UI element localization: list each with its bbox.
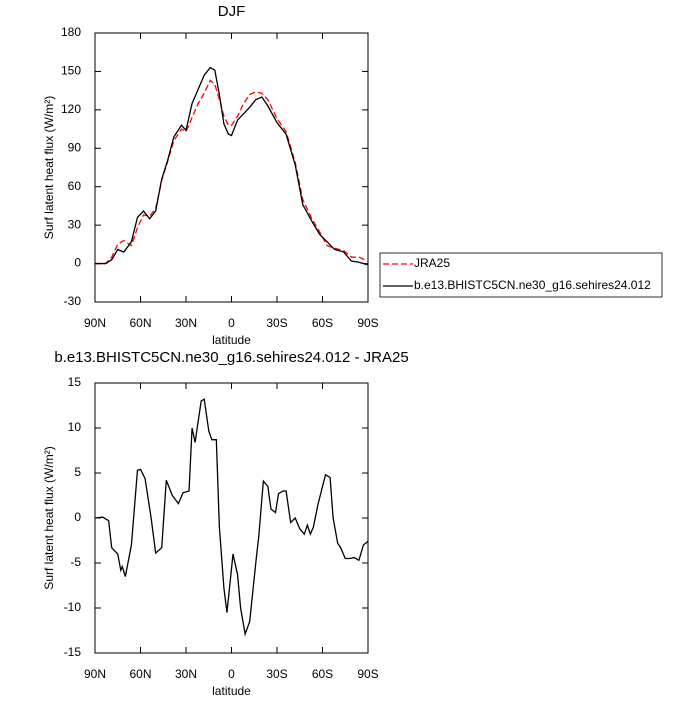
- y-tick-label: 30: [68, 217, 82, 231]
- legend-box: [379, 252, 663, 298]
- data-line: [95, 66, 369, 266]
- y-axis-label: Surf latent heat flux (W/m²): [42, 96, 56, 239]
- y-tick-label: -10: [64, 600, 82, 614]
- x-tick-label: 30S: [266, 316, 287, 330]
- x-axis-label: latitude: [212, 333, 251, 347]
- y-tick-label: 0: [74, 256, 81, 270]
- legend-label: JRA25: [414, 256, 450, 270]
- y-tick-label: 120: [61, 102, 81, 116]
- chart-title: DJF: [218, 3, 246, 20]
- y-tick-label: 90: [68, 140, 82, 154]
- y-tick-label: -5: [70, 555, 81, 569]
- y-tick-label: 5: [74, 465, 81, 479]
- x-tick-label: 90S: [357, 316, 378, 330]
- x-tick-label: 30N: [175, 316, 197, 330]
- y-tick-label: -30: [64, 294, 82, 308]
- y-tick-label: 15: [68, 375, 82, 389]
- y-tick-label: 150: [61, 64, 81, 78]
- plot-frame: [94, 382, 369, 654]
- x-tick-label: 60N: [129, 667, 151, 681]
- x-tick-label: 0: [228, 667, 235, 681]
- y-tick-label: 180: [61, 25, 81, 39]
- x-tick-label: 90N: [84, 667, 106, 681]
- y-axis-label: Surf latent heat flux (W/m²): [42, 446, 56, 589]
- plot-frame: [94, 32, 369, 303]
- data-line: [95, 79, 369, 265]
- x-tick-label: 0: [228, 316, 235, 330]
- y-tick-label: -15: [64, 645, 82, 659]
- x-axis-label: latitude: [212, 684, 251, 698]
- y-tick-label: 0: [74, 510, 81, 524]
- x-tick-label: 60N: [129, 316, 151, 330]
- y-tick-label: 10: [68, 420, 82, 434]
- x-tick-label: 90S: [357, 667, 378, 681]
- x-tick-label: 30N: [175, 667, 197, 681]
- x-tick-label: 90N: [84, 316, 106, 330]
- data-line: [94, 398, 369, 637]
- x-tick-label: 60S: [312, 667, 333, 681]
- x-tick-label: 60S: [312, 316, 333, 330]
- y-tick-label: 60: [68, 179, 82, 193]
- legend-label: b.e13.BHISTC5CN.ne30_g16.sehires24.012: [414, 278, 651, 292]
- chart-title: b.e13.BHISTC5CN.ne30_g16.sehires24.012 -…: [54, 349, 408, 366]
- x-tick-label: 30S: [266, 667, 287, 681]
